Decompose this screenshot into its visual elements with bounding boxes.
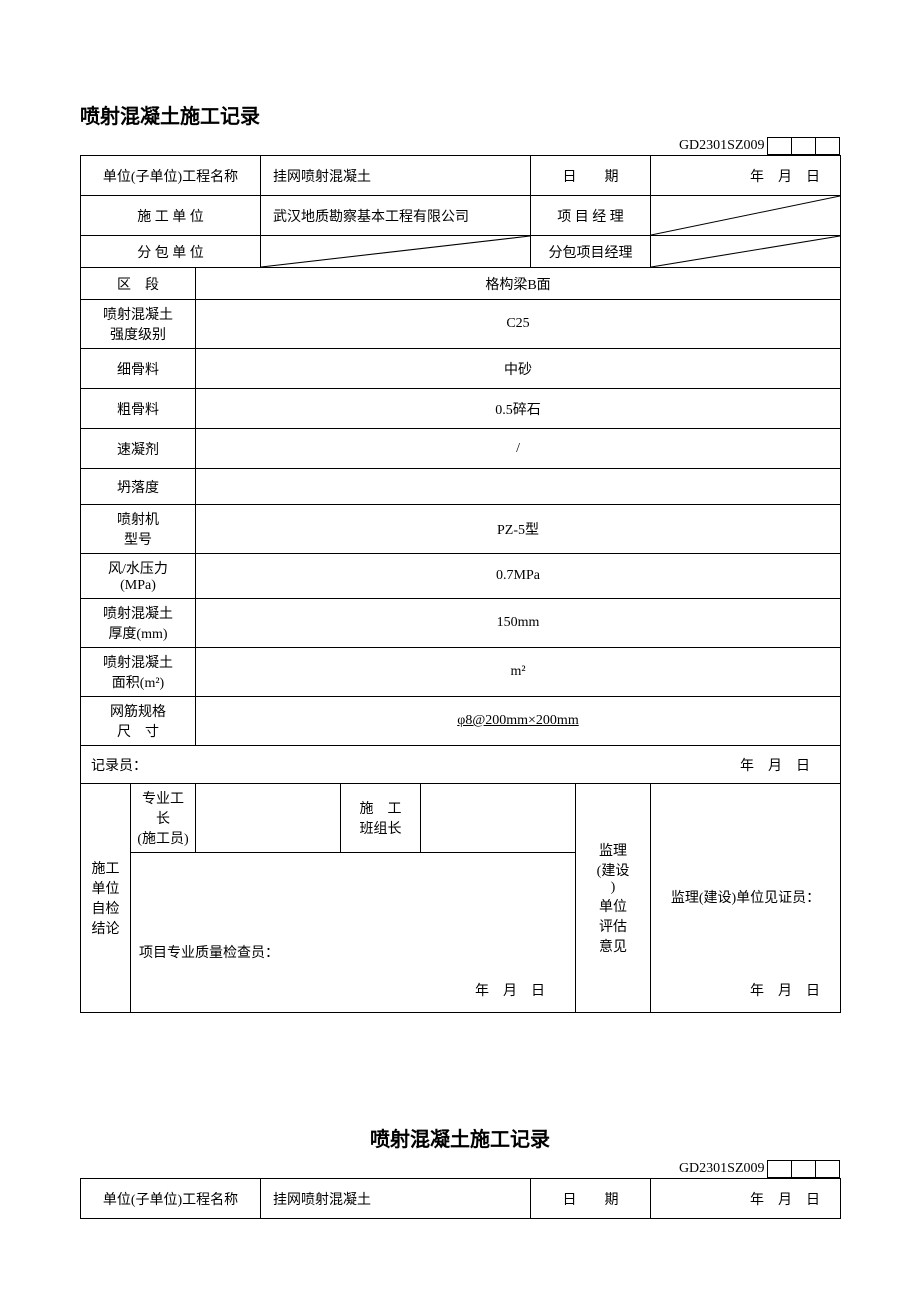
project-manager-label: 项 目 经 理 [531, 196, 651, 236]
pressure-label: 风/水压力 (MPa) [81, 554, 196, 599]
subcontractor-label: 分 包 单 位 [81, 236, 261, 268]
coarse-agg-value: 0.5碎石 [196, 389, 841, 429]
supervision-block: 监理(建设)单位见证员： 年 月 日 [651, 784, 841, 1013]
foreman-label: 专业工长 (施工员) [131, 784, 196, 853]
form-code-line-2: GD2301SZ009 [80, 1160, 840, 1178]
unit-project-name-label-2: 单位(子单位)工程名称 [81, 1179, 261, 1219]
machine-value: PZ-5型 [196, 505, 841, 554]
mesh-value: φ8@200mm×200mm [196, 697, 841, 746]
construction-unit-label: 施 工 单 位 [81, 196, 261, 236]
fine-agg-value: 中砂 [196, 349, 841, 389]
form-code-2: GD2301SZ009 [679, 1161, 765, 1176]
section-label: 区 段 [81, 268, 196, 300]
second-table: 单位(子单位)工程名称 挂网喷射混凝土 日 期 年 月 日 [80, 1178, 841, 1219]
area-label: 喷射混凝土 面积(m²) [81, 648, 196, 697]
page-title: 喷射混凝土施工记录 [80, 100, 840, 129]
unit-project-name-label: 单位(子单位)工程名称 [81, 156, 261, 196]
machine-label: 喷射机 型号 [81, 505, 196, 554]
team-leader-label: 施 工 班组长 [341, 784, 421, 853]
sub-pm-label: 分包项目经理 [531, 236, 651, 268]
fine-agg-label: 细骨料 [81, 349, 196, 389]
area-value: m² [196, 648, 841, 697]
inspector-label: 项目专业质量检查员： [139, 942, 279, 962]
slump-value [196, 469, 841, 505]
unit-project-name-value-2: 挂网喷射混凝土 [261, 1179, 531, 1219]
date-value: 年 月 日 [651, 156, 841, 196]
thickness-value: 150mm [196, 599, 841, 648]
project-manager-value [651, 196, 841, 236]
foreman-value [196, 784, 341, 853]
self-check-label: 施工 单位 自检 结论 [81, 784, 131, 1013]
supervision-label: 监理 (建设 ) 单位 评估 意见 [576, 784, 651, 1013]
sub-pm-value [651, 236, 841, 268]
recorder-label: 记录员： [91, 759, 147, 774]
date-value-2: 年 月 日 [651, 1179, 841, 1219]
coarse-agg-label: 粗骨料 [81, 389, 196, 429]
accelerator-label: 速凝剂 [81, 429, 196, 469]
form-code-line: GD2301SZ009 [80, 137, 840, 155]
thickness-label: 喷射混凝土 厚度(mm) [81, 599, 196, 648]
pressure-value: 0.7MPa [196, 554, 841, 599]
subcontractor-value [261, 236, 531, 268]
accelerator-value: / [196, 429, 841, 469]
recorder-date: 年 月 日 [740, 755, 810, 775]
slump-label: 坍落度 [81, 469, 196, 505]
section-value: 格构梁B面 [196, 268, 841, 300]
team-leader-value [421, 784, 576, 853]
main-table: 单位(子单位)工程名称 挂网喷射混凝土 日 期 年 月 日 施 工 单 位 武汉… [80, 155, 841, 1013]
code-box-2-2 [791, 1160, 816, 1178]
witness-date: 年 月 日 [750, 980, 820, 1000]
code-box-1 [767, 137, 792, 155]
inspector-block: 项目专业质量检查员： 年 月 日 [131, 853, 576, 1013]
form-code: GD2301SZ009 [679, 138, 765, 153]
code-box-2-1 [767, 1160, 792, 1178]
witness-label: 监理(建设)单位见证员： [661, 887, 830, 907]
code-box-2 [791, 137, 816, 155]
code-box-3 [815, 137, 840, 155]
inspector-date: 年 月 日 [475, 980, 545, 1000]
mesh-label: 网筋规格 尺 寸 [81, 697, 196, 746]
date-label-2: 日 期 [531, 1179, 651, 1219]
construction-unit-value: 武汉地质勘察基本工程有限公司 [261, 196, 531, 236]
strength-value: C25 [196, 300, 841, 349]
code-box-2-3 [815, 1160, 840, 1178]
recorder-row: 记录员： 年 月 日 [81, 746, 841, 784]
page-title-2: 喷射混凝土施工记录 [80, 1123, 840, 1152]
date-label: 日 期 [531, 156, 651, 196]
strength-label: 喷射混凝土 强度级别 [81, 300, 196, 349]
unit-project-name-value: 挂网喷射混凝土 [261, 156, 531, 196]
